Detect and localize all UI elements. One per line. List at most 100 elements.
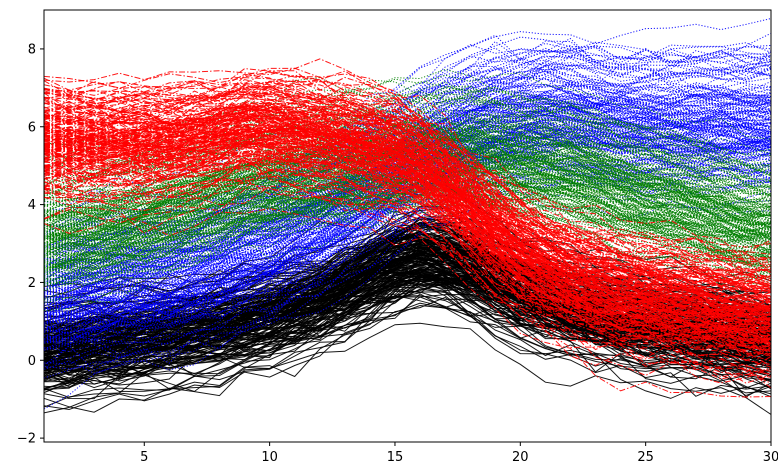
y-tick-label: −2: [17, 432, 36, 447]
series-line: [44, 85, 771, 201]
series-line: [44, 126, 771, 337]
series-line: [44, 75, 771, 272]
series-line: [44, 68, 771, 282]
series-line: [44, 154, 771, 239]
series-line: [44, 177, 771, 265]
series-line: [44, 139, 771, 343]
y-tick-label: 8: [28, 42, 36, 57]
series-line: [44, 101, 771, 291]
series-line: [44, 108, 771, 312]
series-line: [44, 87, 771, 171]
series-line: [44, 125, 771, 217]
series-line: [44, 102, 771, 300]
series-line: [44, 195, 771, 285]
series-line: [44, 113, 771, 293]
series-line: [44, 64, 771, 254]
x-tick-label: 30: [763, 450, 778, 465]
series-line: [44, 166, 771, 371]
series-line: [44, 92, 771, 324]
series-line: [44, 158, 771, 343]
series-line: [44, 100, 771, 197]
series-line: [44, 122, 771, 223]
series-line: [44, 147, 771, 336]
series-line: [44, 188, 771, 280]
series-line: [44, 111, 771, 197]
series-line: [44, 145, 771, 242]
series-line: [44, 146, 771, 332]
series-line: [44, 140, 771, 241]
series-line: [44, 125, 771, 337]
series-line: [44, 123, 771, 312]
series-line: [44, 102, 771, 308]
series-line: [44, 161, 771, 344]
series-line: [44, 98, 771, 311]
series-line: [44, 148, 771, 324]
series-line: [44, 79, 771, 276]
series-line: [44, 207, 771, 398]
series-line: [44, 150, 771, 345]
series-line: [44, 80, 771, 266]
series-line: [44, 110, 771, 211]
series-line: [44, 117, 771, 234]
series-line: [44, 98, 771, 283]
series-line: [44, 96, 771, 193]
series-line: [44, 98, 771, 275]
series-line: [44, 296, 771, 389]
series-line: [44, 182, 771, 378]
series-line: [44, 81, 771, 272]
y-tick-label: 2: [28, 276, 36, 291]
series-line: [44, 157, 771, 345]
series-line: [44, 174, 771, 358]
series-line: [44, 134, 771, 309]
series-line: [44, 100, 771, 296]
series-line: [44, 81, 771, 185]
series-line: [44, 85, 771, 272]
series-line: [44, 140, 771, 340]
series-line: [44, 76, 771, 276]
series-line: [44, 94, 771, 278]
series-line: [44, 83, 771, 276]
series-line: [44, 112, 771, 282]
series-line: [44, 104, 771, 307]
series-line: [44, 113, 771, 322]
series-line: [44, 116, 771, 221]
series-line: [44, 138, 771, 230]
series-line: [44, 93, 771, 285]
y-tick-label: 4: [28, 198, 36, 213]
series-line: [44, 152, 771, 384]
series-line: [44, 290, 771, 394]
series-line: [44, 133, 771, 316]
series-line: [44, 293, 771, 389]
series-line: [44, 133, 771, 342]
series-line: [44, 184, 771, 285]
series-line: [44, 129, 771, 343]
series-line: [44, 125, 771, 227]
series-line: [44, 117, 771, 322]
series-line: [44, 113, 771, 284]
series-line: [44, 125, 771, 321]
series-line: [44, 81, 771, 257]
series-line: [44, 150, 771, 339]
series-line: [44, 198, 771, 287]
series-line: [44, 79, 771, 280]
series-line: [44, 101, 771, 302]
series-line: [44, 158, 771, 326]
series-line: [44, 91, 771, 311]
x-tick-label: 25: [637, 450, 654, 465]
series-line: [44, 144, 771, 246]
series-line: [44, 135, 771, 367]
series-line: [44, 302, 771, 394]
series-line: [44, 172, 771, 250]
series-line: [44, 166, 771, 410]
series-line: [44, 157, 771, 362]
series-line: [44, 164, 771, 260]
y-tick-label: 0: [28, 354, 36, 369]
series-line: [44, 111, 771, 309]
series-line: [44, 105, 771, 316]
axis-layer: 5 10 15 20 25 30 −2 0 2 4 6 8: [17, 42, 778, 465]
series-line: [44, 191, 771, 374]
series-line: [44, 144, 771, 343]
series-line: [44, 143, 771, 351]
series-line: [44, 118, 771, 323]
